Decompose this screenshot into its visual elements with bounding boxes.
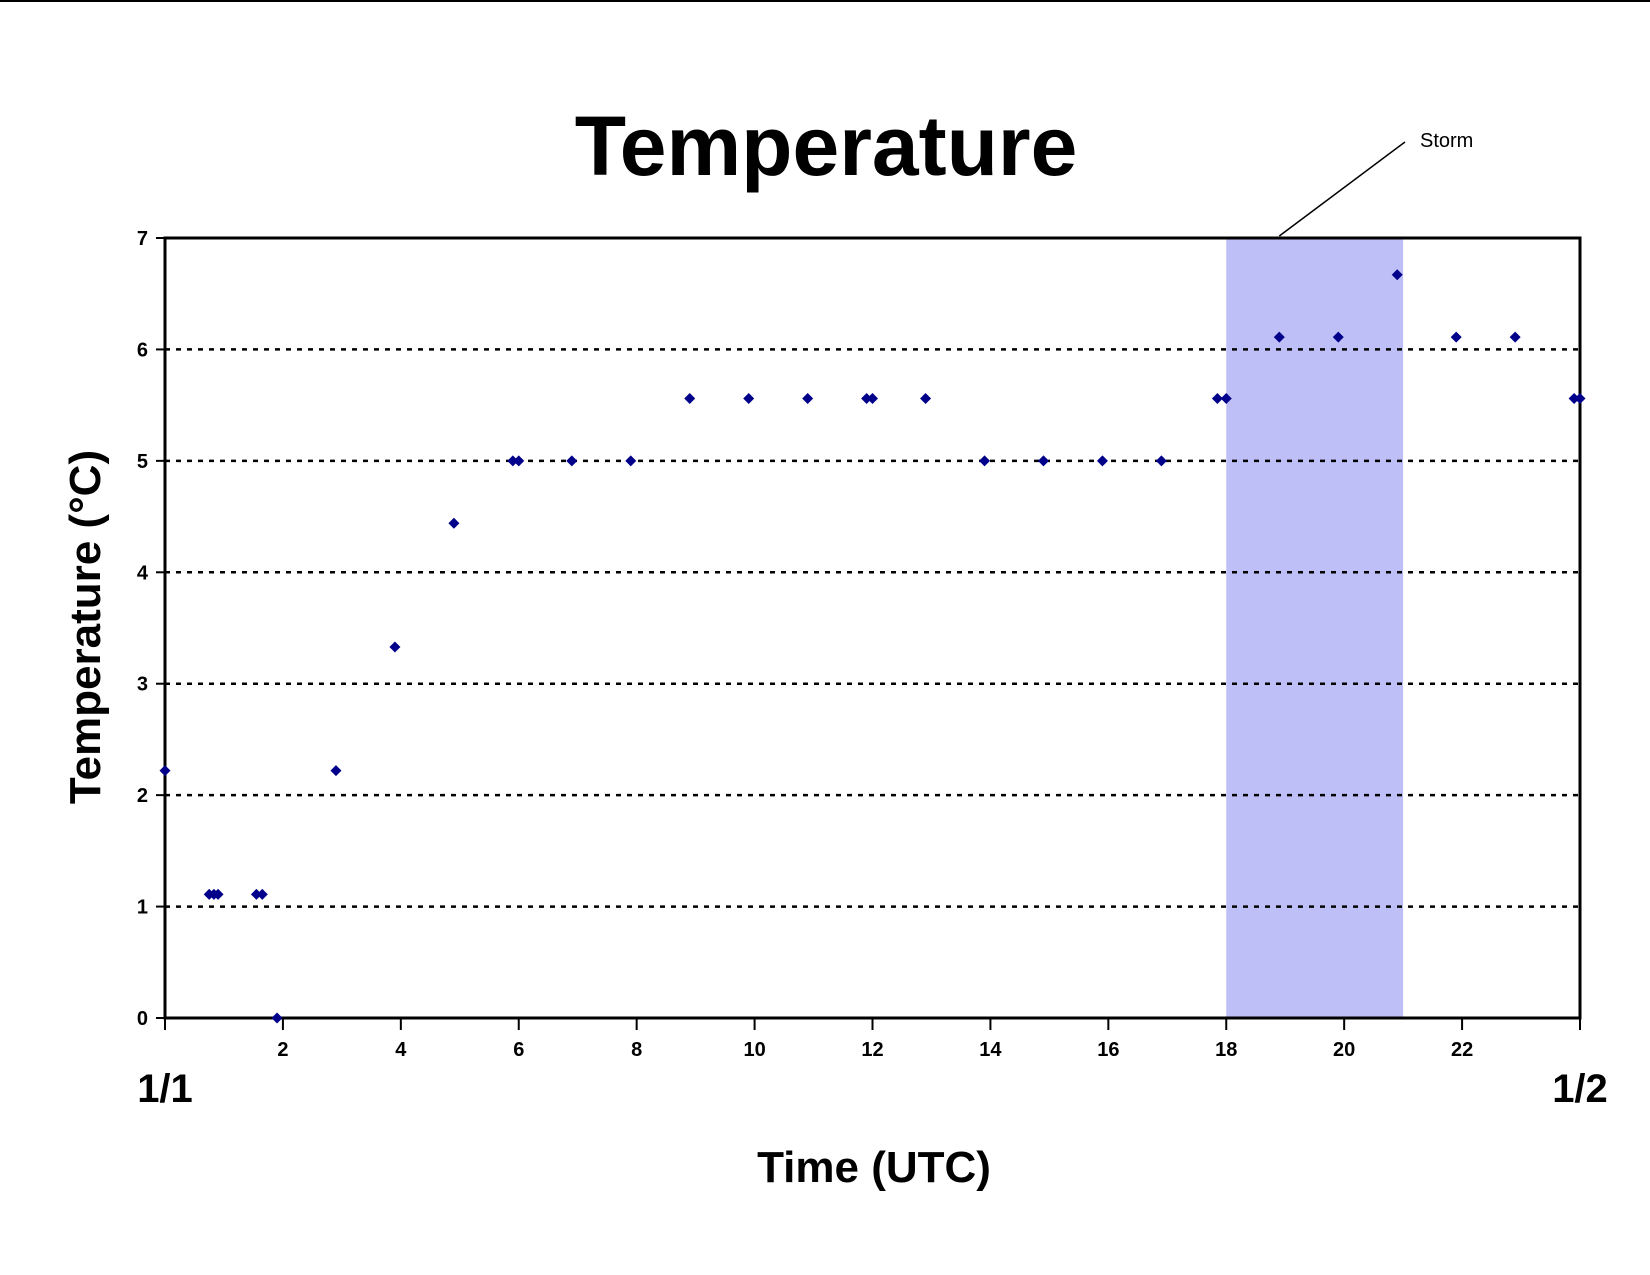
data-point-3 — [212, 888, 224, 900]
data-point-29 — [1450, 331, 1462, 343]
data-point-5 — [256, 888, 268, 900]
data-point-27 — [1332, 331, 1344, 343]
x-axis-title: Time (UTC) — [757, 1143, 991, 1192]
data-point-14 — [684, 392, 696, 404]
data-point-7 — [330, 765, 342, 777]
gridlines — [165, 348, 1580, 908]
data-point-20 — [979, 455, 991, 467]
x-tick-label-16: 16 — [1097, 1039, 1119, 1061]
y-tick-label-7: 7 — [137, 228, 148, 250]
y-tick-label-3: 3 — [137, 674, 148, 696]
x-tick-label-10: 10 — [743, 1039, 765, 1061]
data-point-31 — [1568, 392, 1580, 404]
data-point-16 — [802, 392, 814, 404]
data-point-28 — [1391, 269, 1403, 281]
x-tick-label-12: 12 — [861, 1039, 883, 1061]
x-tick-label-2: 2 — [277, 1039, 288, 1061]
x-tick-label-4: 4 — [395, 1039, 407, 1061]
x-tick-label-14: 14 — [979, 1039, 1002, 1061]
x-tick-label-8: 8 — [631, 1039, 642, 1061]
data-point-32 — [1574, 392, 1586, 404]
data-points — [159, 269, 1586, 1024]
data-point-18 — [867, 392, 878, 404]
y-tick-label-6: 6 — [137, 339, 148, 361]
data-point-8 — [389, 641, 401, 653]
chart-title: Temperature — [575, 99, 1078, 193]
data-point-19 — [920, 392, 932, 404]
y-tick-label-4: 4 — [137, 562, 149, 584]
data-point-6 — [271, 1012, 283, 1024]
data-point-0 — [159, 765, 171, 777]
y-axis-ticks: 0 1 2 3 4 5 6 7 — [137, 228, 165, 1030]
storm-annotation-leader-line — [1278, 141, 1406, 237]
x-end-date-label: 1/2 — [1552, 1067, 1608, 1111]
data-point-4 — [250, 888, 262, 900]
x-axis-ticks: 2 4 6 8 10 12 14 16 18 20 22 — [164, 1018, 1581, 1061]
data-point-24 — [1211, 392, 1223, 404]
data-point-10 — [507, 455, 519, 467]
data-point-11 — [513, 455, 525, 467]
data-point-30 — [1509, 331, 1521, 343]
y-axis-title: Temperature (°C) — [61, 450, 110, 804]
data-point-15 — [743, 392, 755, 404]
top-border-line — [0, 0, 1650, 2]
y-tick-label-5: 5 — [137, 451, 148, 473]
data-point-23 — [1155, 455, 1167, 467]
data-point-22 — [1096, 455, 1108, 467]
data-point-26 — [1273, 331, 1285, 343]
data-point-25 — [1220, 392, 1232, 404]
y-tick-label-1: 1 — [137, 897, 148, 919]
x-tick-label-18: 18 — [1215, 1039, 1237, 1061]
storm-highlight — [1226, 238, 1404, 1018]
storm-band — [1226, 238, 1404, 1018]
x-tick-label-20: 20 — [1333, 1039, 1355, 1061]
data-point-9 — [448, 517, 460, 529]
data-point-12 — [566, 455, 578, 467]
x-tick-label-22: 22 — [1451, 1039, 1473, 1061]
x-start-date-label: 1/1 — [137, 1067, 193, 1111]
data-point-13 — [625, 455, 637, 467]
data-point-21 — [1037, 455, 1049, 467]
x-tick-label-6: 6 — [513, 1039, 524, 1061]
y-tick-label-0: 0 — [137, 1008, 148, 1030]
data-point-17 — [861, 392, 873, 404]
storm-annotation-label: Storm — [1420, 130, 1473, 152]
y-tick-label-2: 2 — [137, 785, 148, 807]
